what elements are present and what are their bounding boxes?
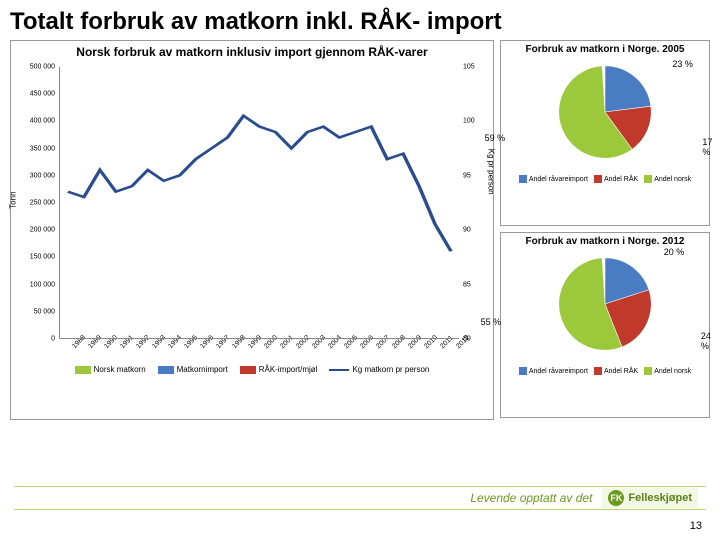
pie1-plot: 23 %17 %59 % (504, 57, 706, 175)
main-chart-legend: Norsk matkornMatkornimportRÅK-import/mjø… (15, 365, 489, 374)
logo-mark-icon: FK (608, 490, 624, 506)
pie2-title: Forbruk av matkorn i Norge. 2012 (504, 236, 706, 247)
line-overlay (60, 67, 459, 338)
side-charts: Forbruk av matkorn i Norge. 2005 23 %17 … (500, 40, 710, 420)
logo: FK Felleskjøpet (602, 488, 698, 508)
y2-ticks: 80859095100105 (461, 67, 489, 339)
pie-chart-2012: Forbruk av matkorn i Norge. 2012 20 %24 … (500, 232, 710, 418)
page-number: 13 (690, 520, 702, 532)
pie1-legend: Andel råvareimportAndel RÅKAndel norsk (504, 175, 706, 183)
charts-container: Norsk forbruk av matkorn inklusiv import… (0, 40, 720, 420)
main-chart-title: Norsk forbruk av matkorn inklusiv import… (15, 45, 489, 59)
pie-chart-2005: Forbruk av matkorn i Norge. 2005 23 %17 … (500, 40, 710, 226)
plot-area (59, 67, 459, 339)
x-ticks: 1988198919901991199219931994199519961997… (59, 341, 459, 363)
main-chart-plot: Tonn Kg pr person 050 000100 000150 0002… (15, 63, 489, 363)
y1-ticks: 050 000100 000150 000200 000250 000300 0… (15, 67, 57, 339)
logo-text: Felleskjøpet (628, 492, 692, 504)
pie1-title: Forbruk av matkorn i Norge. 2005 (504, 44, 706, 55)
page-title: Totalt forbruk av matkorn inkl. RÅK- imp… (0, 0, 720, 40)
pie2-svg (550, 249, 660, 359)
pie2-plot: 20 %24 %55 % (504, 249, 706, 367)
footer-bar: Levende opptatt av det FK Felleskjøpet (14, 486, 706, 510)
pie2-legend: Andel råvareimportAndel RÅKAndel norsk (504, 367, 706, 375)
slogan: Levende opptatt av det (470, 491, 592, 505)
pie1-svg (550, 57, 660, 167)
main-bar-chart: Norsk forbruk av matkorn inklusiv import… (10, 40, 494, 420)
